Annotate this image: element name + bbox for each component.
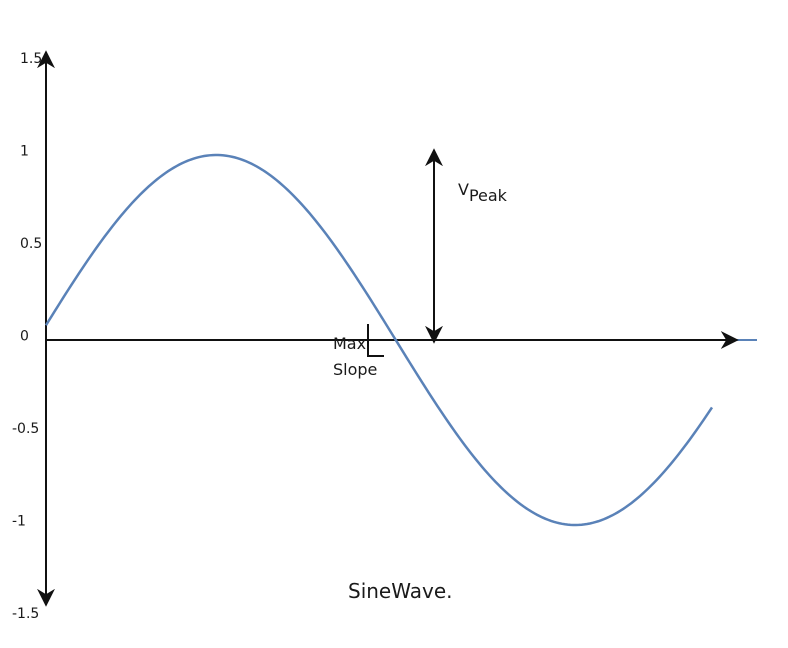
chart-caption: SineWave. bbox=[348, 579, 452, 603]
y-tick-label: -1.5 bbox=[12, 606, 39, 622]
v-peak-label: VPeak bbox=[458, 180, 508, 205]
y-tick-label: -0.5 bbox=[12, 421, 39, 437]
y-tick-labels: 1.5 1 0.5 0 -0.5 -1 -1.5 bbox=[12, 51, 42, 622]
y-tick-label: 0 bbox=[20, 329, 29, 345]
sine-wave-series bbox=[44, 153, 714, 527]
max-slope-label-line2: Slope bbox=[333, 360, 377, 379]
y-tick-label: 1.5 bbox=[20, 51, 42, 67]
max-slope-label-line1: Max bbox=[333, 334, 366, 353]
y-tick-label: 1 bbox=[20, 144, 29, 160]
max-slope-marker bbox=[367, 324, 384, 357]
y-tick-label: -1 bbox=[12, 514, 26, 530]
y-tick-label: 0.5 bbox=[20, 236, 42, 252]
